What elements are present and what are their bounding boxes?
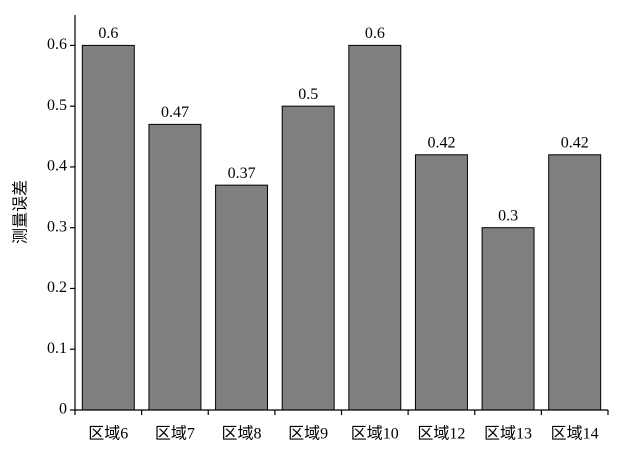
y-tick-label: 0.4: [47, 158, 67, 175]
bar: [348, 44, 402, 411]
x-tick-label: 区域7: [155, 425, 195, 443]
data-label: 0.42: [561, 134, 589, 151]
data-label: 0.6: [365, 25, 385, 42]
data-label: 0.37: [228, 165, 256, 182]
data-label: 0.6: [98, 25, 118, 42]
y-tick-label: 0.3: [47, 218, 67, 235]
bar: [81, 44, 135, 411]
y-tick-label: 0: [59, 401, 67, 418]
y-tick-label: 0.5: [47, 97, 67, 114]
data-label: 0.5: [298, 86, 318, 103]
y-axis-label: 测量误差: [12, 180, 30, 244]
x-tick-label: 区域10: [351, 425, 399, 443]
y-tick-label: 0.1: [47, 340, 67, 357]
x-tick-label: 区域14: [551, 425, 599, 443]
x-tick-label: 区域8: [222, 425, 262, 443]
bar: [148, 123, 202, 411]
y-tick-label: 0.2: [47, 279, 67, 296]
bar: [481, 227, 535, 411]
data-label: 0.3: [498, 207, 518, 224]
data-label: 0.47: [161, 104, 189, 121]
x-tick-label: 区域6: [88, 425, 128, 443]
x-tick-label: 区域13: [484, 425, 532, 443]
bar: [281, 105, 335, 411]
data-label: 0.42: [427, 134, 455, 151]
bar: [414, 154, 468, 411]
x-tick-label: 区域9: [288, 425, 328, 443]
y-tick-label: 0.6: [47, 36, 67, 53]
bar: [548, 154, 602, 411]
bar: [215, 184, 269, 411]
x-tick-label: 区域12: [417, 425, 465, 443]
